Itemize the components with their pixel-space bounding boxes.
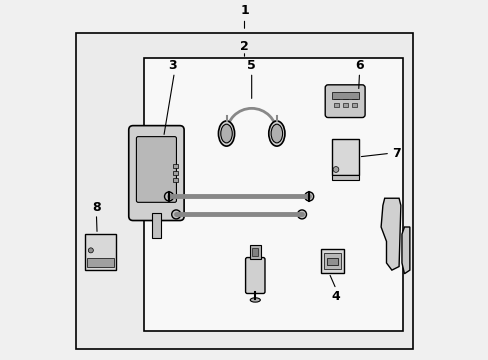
Circle shape (332, 167, 338, 172)
Bar (320, 249, 344, 273)
Bar (351, 95, 356, 99)
Text: 3: 3 (168, 59, 177, 72)
Bar (173, 171, 177, 175)
Bar (173, 179, 177, 182)
Ellipse shape (220, 124, 232, 143)
Text: 7: 7 (391, 147, 400, 160)
Ellipse shape (270, 124, 282, 143)
Polygon shape (380, 198, 400, 270)
Text: 1: 1 (240, 4, 248, 17)
FancyBboxPatch shape (128, 126, 183, 221)
FancyBboxPatch shape (245, 257, 264, 293)
Bar (342, 103, 347, 107)
Bar (333, 95, 338, 99)
Ellipse shape (250, 298, 260, 302)
Bar (87, 257, 114, 266)
Bar (252, 248, 258, 256)
Ellipse shape (304, 192, 313, 201)
Bar (143, 58, 402, 331)
Polygon shape (401, 227, 409, 274)
Bar (333, 103, 338, 107)
Circle shape (88, 248, 93, 253)
Bar (152, 213, 161, 238)
Bar (249, 245, 260, 259)
Ellipse shape (297, 210, 306, 219)
Ellipse shape (218, 121, 234, 146)
Bar (331, 92, 358, 99)
Bar (173, 164, 177, 168)
Text: 8: 8 (92, 201, 101, 215)
Bar (324, 253, 340, 269)
Text: 6: 6 (354, 59, 363, 72)
Bar (342, 95, 347, 99)
Text: 4: 4 (331, 290, 340, 303)
FancyBboxPatch shape (325, 85, 365, 117)
Text: 2: 2 (240, 40, 248, 53)
Bar (331, 175, 358, 180)
Bar (75, 33, 413, 349)
Bar (351, 103, 356, 107)
Ellipse shape (171, 210, 181, 219)
Bar (85, 234, 116, 270)
Text: 5: 5 (247, 59, 256, 72)
Bar (326, 257, 337, 265)
Ellipse shape (268, 121, 285, 146)
FancyBboxPatch shape (136, 137, 176, 202)
Bar (331, 139, 358, 175)
Ellipse shape (164, 192, 173, 201)
